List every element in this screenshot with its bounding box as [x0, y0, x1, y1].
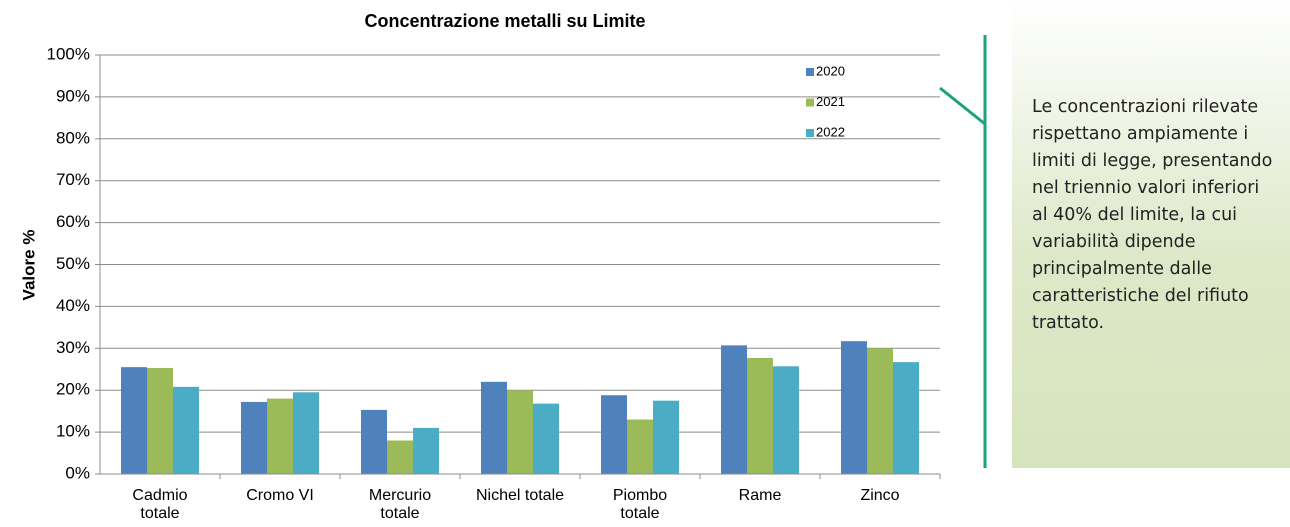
bar	[173, 386, 199, 474]
y-tick-label: 0%	[65, 463, 90, 482]
bar	[601, 395, 627, 474]
legend-swatch	[806, 129, 814, 137]
bar	[241, 401, 267, 474]
y-tick-label: 100%	[47, 44, 90, 63]
bar	[507, 390, 533, 474]
bar	[627, 419, 653, 474]
bar	[773, 366, 799, 474]
legend-label: 2020	[816, 63, 845, 78]
bar	[893, 362, 919, 474]
bar	[121, 367, 147, 474]
x-tick-label: Mercurio totale	[368, 487, 432, 522]
bar	[147, 367, 173, 474]
legend-swatch	[806, 68, 814, 76]
bar	[361, 409, 387, 474]
x-tick-label: Rame	[738, 487, 782, 504]
bar	[481, 381, 507, 474]
bar	[721, 345, 747, 474]
y-tick-label: 70%	[56, 170, 90, 189]
y-tick-label: 50%	[56, 254, 90, 273]
bar	[841, 341, 867, 474]
y-tick-label: 30%	[56, 338, 90, 357]
y-tick-label: 10%	[56, 422, 90, 441]
y-tick-label: 40%	[56, 296, 90, 315]
bracket-pointer	[939, 86, 986, 126]
x-tick-label: Zinco	[860, 487, 900, 504]
y-tick-label: 20%	[56, 380, 90, 399]
annotation: Le concentrazioni rilevate rispettano am…	[1012, 0, 1290, 468]
bar	[533, 403, 559, 474]
y-tick-label: 60%	[56, 212, 90, 231]
x-tick-label: Cadmio totale	[132, 487, 188, 522]
bar	[293, 392, 319, 474]
legend-label: 2022	[816, 124, 845, 139]
legend-label: 2021	[816, 94, 845, 109]
x-tick-label: Piombo totale	[612, 487, 668, 522]
y-tick-label: 90%	[56, 86, 90, 105]
y-axis-label: Valore %	[19, 230, 38, 301]
x-tick-label: Nichel totale	[475, 487, 565, 504]
y-tick-label: 80%	[56, 128, 90, 147]
x-tick-label: Cromo VI	[246, 487, 314, 504]
bar	[653, 400, 679, 474]
bar	[867, 348, 893, 474]
legend-swatch	[806, 98, 814, 107]
bar	[747, 357, 773, 474]
bar	[413, 427, 439, 474]
chart-title: Concentrazione metalli su Limite	[364, 11, 645, 31]
bar	[267, 398, 293, 474]
bar	[387, 440, 413, 474]
